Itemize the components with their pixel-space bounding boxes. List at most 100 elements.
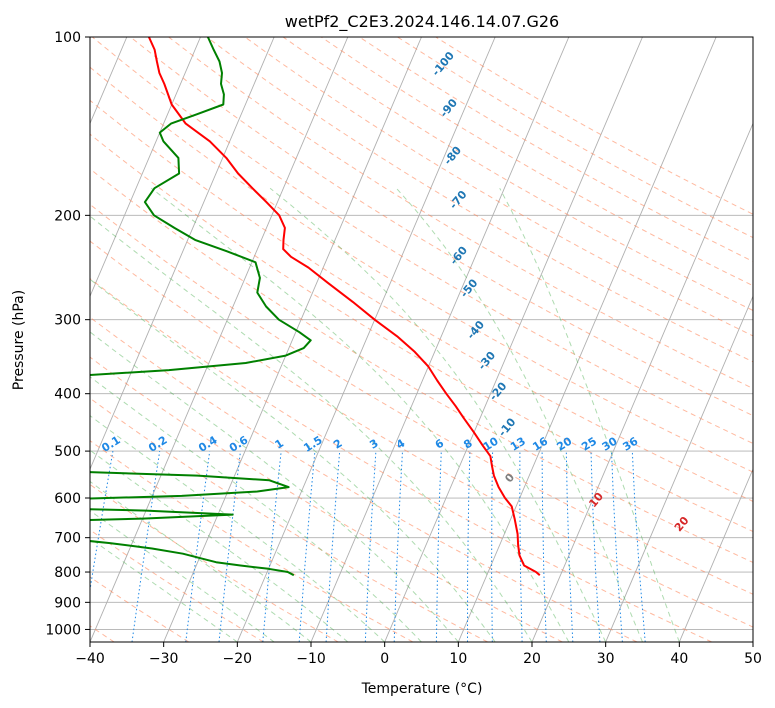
isotherm-line — [384, 37, 643, 642]
mixing-ratio-line — [90, 451, 114, 594]
y-tick-label: 1000 — [45, 622, 81, 638]
y-tick-label: 200 — [54, 208, 81, 224]
height-scale-label: -50 — [458, 276, 481, 300]
moist-adiabat — [90, 376, 422, 642]
mixing-ratio-line — [262, 451, 282, 642]
mixing-ratio-line — [491, 451, 494, 642]
mixing-ratio-line — [435, 451, 442, 642]
y-tick-label: 400 — [54, 387, 81, 403]
dry-adiabat — [90, 529, 264, 642]
x-tick-label: 0 — [380, 651, 389, 667]
dry-adiabat — [359, 37, 753, 263]
dry-adiabat — [90, 66, 753, 473]
moist-adiabat — [499, 187, 680, 642]
y-tick-label: 600 — [54, 491, 81, 507]
dry-adiabat — [90, 356, 563, 642]
y-tick-label: 100 — [54, 30, 81, 46]
reference-labels: 0.1 0.2 0.4 0.6 1 1.5 2 3 4 6 8 10 13 16 20 25 30 36-100-… — [99, 49, 775, 563]
temperature-profile — [147, 37, 541, 576]
dry-adiabat — [90, 397, 488, 642]
x-tick-label: −10 — [296, 651, 326, 667]
x-axis: −40 −30 −20 −10 0 10 20 30 40 50 — [75, 642, 762, 667]
x-tick-label: −40 — [75, 651, 105, 667]
dry-adiabat — [206, 37, 753, 363]
dry-adiabat — [90, 483, 339, 642]
y-tick-label: 700 — [54, 531, 81, 547]
y-tick-label: 500 — [54, 444, 81, 460]
x-tick-label: 20 — [523, 651, 541, 667]
dry-adiabat — [91, 37, 753, 445]
isotherm-line — [90, 37, 349, 642]
dry-adiabat — [90, 278, 712, 642]
dry-adiabat — [90, 576, 190, 642]
height-scale-label: -80 — [441, 144, 464, 168]
isotherm-line — [752, 640, 753, 642]
mixing-ratio-label: 0.4 — [196, 433, 220, 455]
dry-adiabat — [90, 133, 753, 533]
mixing-ratio-lines — [90, 451, 646, 642]
dry-adiabat — [130, 37, 753, 417]
mixing-ratio-label: 1.5 — [301, 433, 324, 454]
moist-adiabat — [90, 415, 386, 642]
mixing-ratio-label: 0.1 — [99, 433, 122, 454]
y-axis-title: Pressure (hPa) — [11, 290, 27, 390]
moist-adiabat-label: 30 — [755, 543, 775, 563]
sounding-series — [90, 37, 541, 577]
y-axis: 100 200 300 400 500 600 700 800 900 1000 — [45, 30, 90, 638]
dewpoint-profile — [90, 37, 312, 577]
mixing-ratio-label: 3 — [367, 437, 380, 452]
mixing-ratio-line — [631, 451, 646, 642]
plot-frame — [89, 36, 754, 643]
isotherm-line — [236, 37, 496, 642]
grid-layer — [90, 37, 753, 642]
isotherm-line — [90, 37, 275, 471]
moist-adiabats — [90, 187, 680, 642]
mixing-ratio-line — [185, 451, 211, 642]
mixing-ratio-line — [364, 451, 377, 642]
dry-adiabat — [90, 440, 414, 642]
chart-title: wetPf2_C2E3.2024.146.14.07.G26 — [285, 12, 559, 32]
moist-adiabat — [90, 278, 496, 642]
moist-adiabat — [90, 215, 533, 642]
mixing-ratio-label: 1 — [273, 437, 286, 452]
isotherm-line — [457, 37, 717, 642]
mixing-ratio-line — [218, 451, 241, 642]
height-scale-label: -90 — [437, 96, 460, 120]
plot-area: 0.1 0.2 0.4 0.6 1 1.5 2 3 4 6 8 10 13 16 20 25 30 36-100-… — [90, 37, 775, 642]
moist-adiabat — [90, 480, 312, 642]
dry-adiabat — [90, 316, 638, 642]
height-scale-label: -30 — [476, 349, 499, 373]
height-scale-label: -20 — [487, 379, 510, 403]
dry-adiabat — [90, 203, 753, 595]
moist-adiabat — [150, 187, 570, 642]
mixing-ratio-line — [519, 451, 523, 642]
dry-adiabat — [90, 168, 753, 563]
mixing-ratio-label: 4 — [394, 436, 408, 451]
isotherm-line — [163, 37, 422, 642]
x-tick-label: −20 — [223, 651, 253, 667]
x-tick-label: 30 — [597, 651, 615, 667]
height-scale-label: -10 — [496, 415, 519, 439]
x-tick-label: 40 — [670, 651, 688, 667]
y-tick-label: 800 — [54, 565, 81, 581]
x-tick-label: 50 — [744, 651, 762, 667]
moist-adiabat — [90, 537, 238, 642]
x-axis-title: Temperature (°C) — [361, 681, 483, 697]
moist-adiabat-label: 20 — [672, 514, 692, 534]
moist-adiabat-label: 0 — [502, 471, 517, 485]
moist-adiabat — [90, 509, 275, 642]
mixing-ratio-line — [565, 451, 574, 642]
dry-adiabat — [244, 37, 753, 337]
dry-adiabats — [90, 37, 753, 642]
isotherm-line — [90, 37, 201, 298]
height-scale-label: -100 — [429, 49, 457, 79]
moist-adiabat — [90, 331, 459, 642]
isotherm-line — [678, 467, 753, 642]
x-tick-label: −30 — [149, 651, 179, 667]
y-tick-label: 900 — [54, 595, 81, 611]
dry-adiabat — [282, 37, 753, 312]
height-scale-label: -40 — [464, 318, 487, 342]
isotherm-line — [531, 122, 753, 642]
moist-adiabat — [269, 187, 607, 642]
